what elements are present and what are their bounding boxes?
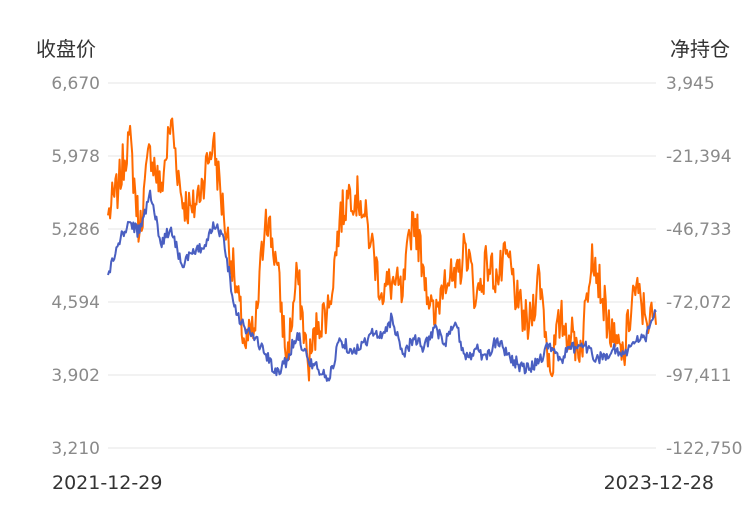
close-price-line — [107, 189, 657, 382]
right-tick-label: -97,411 — [666, 366, 732, 386]
right-tick-label: -46,733 — [666, 220, 732, 240]
left-tick-label: 3,902 — [51, 366, 100, 386]
right-tick-label: -72,072 — [666, 293, 732, 313]
left-tick-label: 5,286 — [51, 220, 100, 240]
right-tick-label: -122,750 — [666, 439, 742, 459]
left-tick-label: 3,210 — [51, 439, 100, 459]
left-tick-label: 5,978 — [51, 147, 100, 167]
x-tick-start: 2021-12-29 — [52, 472, 162, 494]
left-tick-label: 6,670 — [51, 74, 100, 94]
left-axis-title: 收盘价 — [36, 37, 96, 61]
right-tick-label: -21,394 — [666, 147, 732, 167]
labels: 收盘价 净持仓 2021-12-29 2023-12-28 6,670 3,945… — [36, 37, 742, 494]
net-position-line — [107, 117, 657, 382]
gridlines — [108, 82, 656, 449]
x-tick-end: 2023-12-28 — [604, 472, 714, 494]
right-axis-title: 净持仓 — [670, 37, 730, 61]
series-layer — [107, 117, 657, 382]
right-tick-label: 3,945 — [666, 74, 715, 94]
left-tick-label: 4,594 — [51, 293, 100, 313]
